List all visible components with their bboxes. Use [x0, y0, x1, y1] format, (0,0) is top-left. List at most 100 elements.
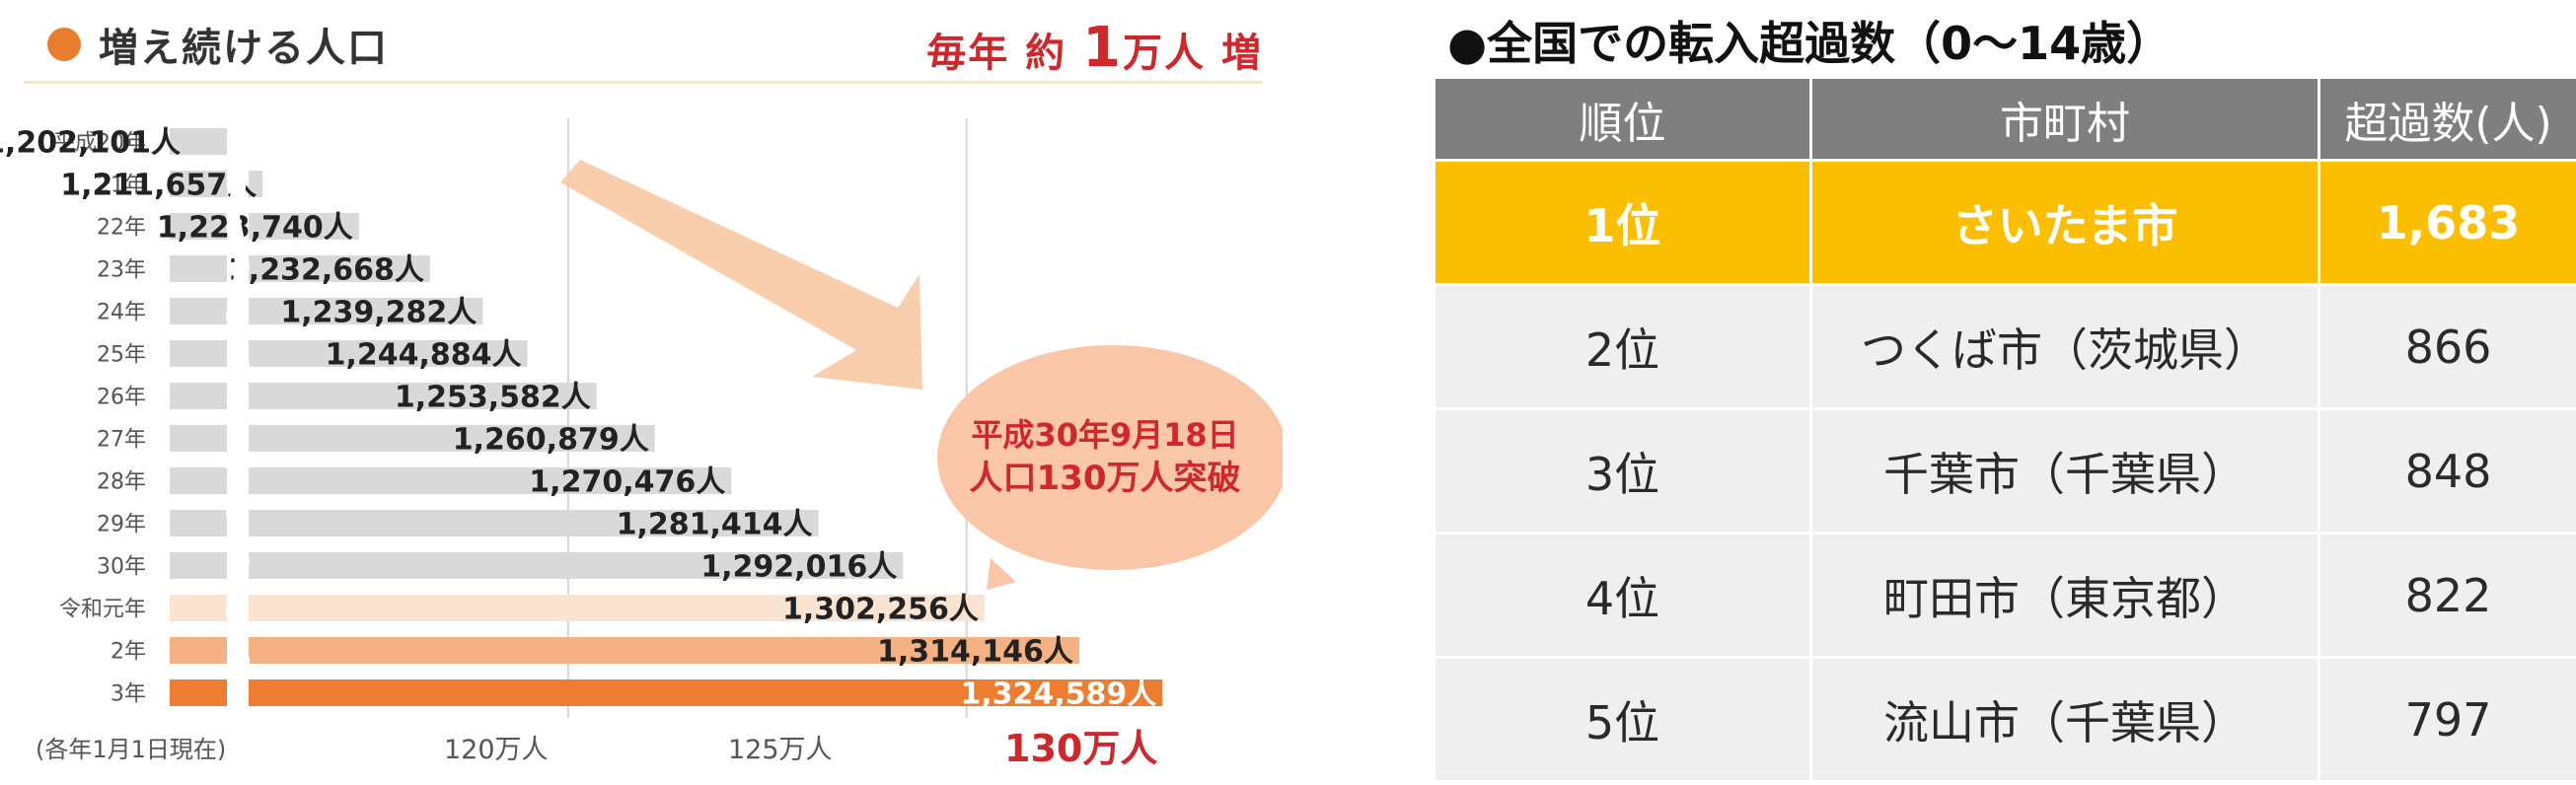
city-cell: つくば市（茨城県）	[1812, 286, 2320, 407]
table-row: 2位 つくば市（茨城県） 866	[1435, 286, 2576, 410]
city-cell: 流山市（千葉県）	[1812, 659, 2320, 780]
value-label: 1,244,884人	[326, 338, 522, 373]
bar	[249, 425, 655, 452]
value-label: 1,232,668人	[228, 253, 424, 288]
count-cell: 1,683	[2376, 195, 2521, 250]
category-label: 28年	[97, 470, 146, 495]
bar-stub	[170, 510, 227, 536]
ranking-table: 順位 市町村 超過数(人) 1位 さいたま市 1,683 2位 つくば市（茨城県…	[1435, 79, 2576, 783]
axis-break	[225, 116, 251, 720]
bar-stub	[170, 298, 227, 324]
population-chart-panel: 増え続ける人口 毎年 約 1万人 増 平成30年9月18日 人口130万人突破 平成…	[0, 0, 1283, 785]
bar-stub	[170, 128, 227, 155]
value-label: 1,253,582人	[395, 381, 591, 415]
bar	[249, 255, 430, 282]
city-cell: 町田市（東京都）	[1812, 535, 2320, 656]
rank-cell: 1位	[1435, 162, 1812, 283]
bar	[249, 467, 732, 494]
callout-tail	[987, 558, 1016, 590]
category-label: 30年	[97, 555, 146, 580]
bar-stub	[170, 637, 227, 664]
bar-stub	[170, 213, 227, 240]
count-cell: 866	[2404, 320, 2492, 374]
rank-cell: 3位	[1435, 410, 1812, 532]
bullet-dot-icon	[47, 28, 81, 61]
count-cell: 797	[2404, 692, 2492, 747]
bar-stub	[170, 552, 227, 579]
bar	[249, 679, 1163, 706]
headline-number: 1	[1082, 16, 1124, 80]
rank-cell: 4位	[1435, 535, 1812, 656]
ranking-table-panel: ●全国での転入超過数（0〜14歳） 順位 市町村 超過数(人) 1位 さいたま市…	[1435, 0, 2576, 785]
rank-cell: 2位	[1435, 286, 1812, 407]
bar-stub	[170, 679, 227, 706]
bar-chart: 平成30年9月18日人口130万人突破平成20年1,202,101人21年1,2…	[0, 116, 1283, 720]
bar-stub	[170, 171, 227, 197]
category-label: 21年	[97, 174, 146, 198]
bar	[249, 213, 359, 240]
title-divider	[24, 81, 1263, 84]
bar	[249, 637, 1079, 664]
bar-stub	[170, 595, 227, 621]
value-label: 1,239,282人	[280, 296, 477, 330]
callout-line2: 人口130万人突破	[970, 459, 1241, 498]
city-cell: 千葉市（千葉県）	[1812, 410, 2320, 532]
header-count: 超過数(人)	[2344, 98, 2552, 149]
bar	[249, 298, 483, 324]
category-label: 29年	[97, 513, 146, 537]
header-rank: 順位	[1435, 79, 1812, 159]
rank-cell: 5位	[1435, 659, 1812, 780]
chart-title: 増え続ける人口	[47, 10, 389, 79]
value-label: 1,260,879人	[453, 423, 649, 458]
category-label: 2年	[110, 640, 146, 665]
bar	[249, 552, 904, 579]
category-label: 22年	[97, 216, 146, 241]
chart-headline: 毎年 約 1万人 増	[926, 16, 1263, 80]
table-row: 3位 千葉市（千葉県） 848	[1435, 410, 2576, 535]
table-header-row: 順位 市町村 超過数(人)	[1435, 79, 2576, 162]
bar	[249, 383, 597, 409]
value-label: 1,292,016人	[700, 550, 897, 585]
category-label: 27年	[97, 428, 146, 453]
table-row: 5位 流山市（千葉県） 797	[1435, 659, 2576, 783]
value-label: 1,281,414人	[617, 508, 813, 542]
bar-stub	[170, 340, 227, 367]
trend-arrow-icon	[560, 160, 922, 390]
bar-stub	[170, 467, 227, 494]
bar	[249, 340, 528, 367]
headline-pre: 毎年 約	[926, 31, 1083, 76]
callout-bubble	[937, 345, 1283, 570]
value-label: 1,324,589人	[960, 678, 1156, 712]
bar-stub	[170, 255, 227, 282]
category-label: 25年	[97, 343, 146, 368]
bar-stub	[170, 383, 227, 409]
value-label: 1,211,657人	[60, 169, 257, 203]
x-tick-125: 125万人	[728, 735, 833, 765]
header-city: 市町村	[1812, 79, 2320, 159]
bar	[249, 510, 819, 536]
category-label: 26年	[97, 386, 146, 410]
category-label: 平成20年	[53, 131, 146, 156]
value-label: 1,270,476人	[529, 465, 725, 500]
bar	[249, 595, 985, 621]
bar	[249, 171, 263, 197]
city-cell: さいたま市	[1812, 162, 2320, 283]
chart-title-text: 増え続ける人口	[99, 26, 389, 71]
table-title: ●全国での転入超過数（0〜14歳）	[1447, 17, 2172, 70]
bar-stub	[170, 425, 227, 452]
chart-footnote: (各年1月1日現在)	[36, 736, 227, 763]
x-tick-120: 120万人	[444, 735, 549, 765]
category-label: 23年	[97, 258, 146, 283]
callout-line1: 平成30年9月18日	[971, 416, 1238, 454]
value-label: 1,302,256人	[782, 593, 979, 627]
x-tick-130: 130万人	[1004, 727, 1158, 770]
count-cell: 848	[2404, 444, 2492, 498]
table-row: 1位 さいたま市 1,683	[1435, 162, 2576, 286]
headline-post: 万人 増	[1123, 31, 1263, 76]
category-label: 24年	[97, 301, 146, 325]
value-label: 1,202,101人	[0, 126, 181, 161]
count-cell: 822	[2404, 568, 2492, 622]
table-row: 4位 町田市（東京都） 822	[1435, 535, 2576, 659]
category-label: 3年	[110, 682, 146, 707]
value-label: 1,314,146人	[877, 635, 1073, 670]
